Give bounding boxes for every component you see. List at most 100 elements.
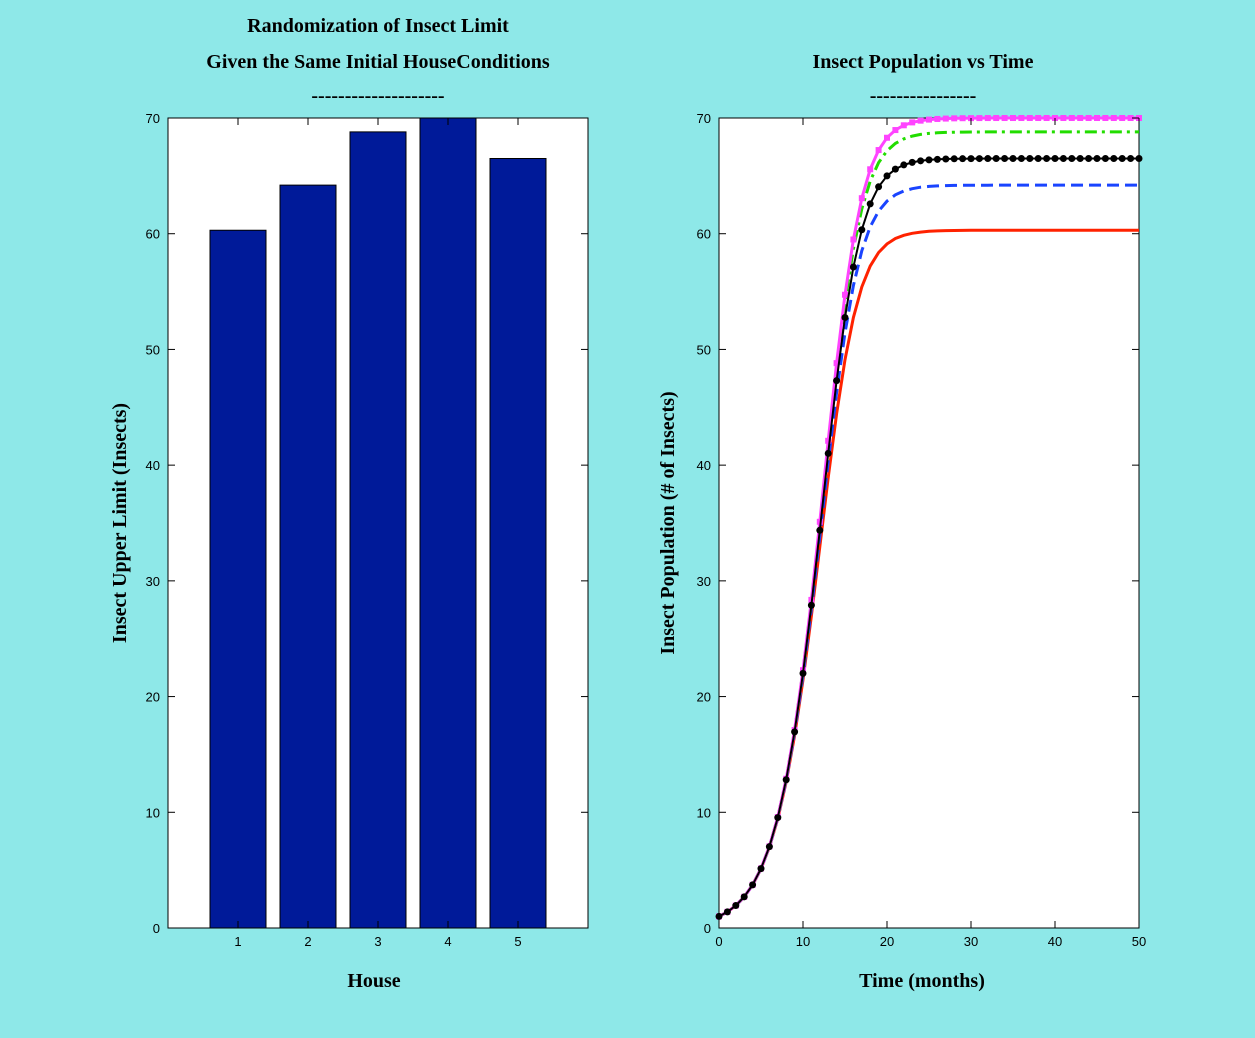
- y-tick-label: 40: [697, 458, 711, 473]
- series-marker-5: [1017, 155, 1025, 163]
- series-marker-4: [850, 236, 857, 243]
- series-marker-4: [1035, 115, 1042, 122]
- series-marker-5: [807, 601, 815, 609]
- bar-house-5: [489, 158, 547, 929]
- series-marker-5: [950, 155, 958, 163]
- series-marker-4: [1068, 115, 1075, 122]
- x-tick-label: 2: [304, 934, 311, 949]
- series-marker-4: [1110, 115, 1117, 122]
- bar-house-3: [349, 131, 407, 929]
- series-marker-5: [959, 155, 967, 163]
- series-marker-5: [1026, 155, 1034, 163]
- bar-chart: Randomization of Insect Limit Given the …: [109, 15, 589, 992]
- bar-house-4: [419, 117, 477, 929]
- series-marker-5: [875, 183, 883, 191]
- series-marker-5: [1051, 155, 1059, 163]
- series-marker-4: [917, 117, 924, 124]
- series-marker-5: [1127, 155, 1135, 162]
- series-marker-5: [1118, 155, 1126, 163]
- y-tick-label: 50: [146, 342, 160, 357]
- series-marker-4: [1085, 115, 1092, 122]
- series-marker-5: [849, 263, 857, 271]
- series-marker-4: [892, 127, 899, 134]
- series-marker-4: [867, 166, 874, 173]
- series-marker-5: [723, 908, 731, 916]
- series-marker-5: [749, 881, 757, 889]
- series-marker-4: [833, 360, 840, 367]
- series-marker-5: [942, 155, 950, 163]
- series-marker-4: [1127, 115, 1134, 122]
- y-tick-label: 30: [697, 574, 711, 589]
- y-tick-label: 70: [697, 111, 711, 126]
- series-marker-5: [782, 776, 790, 784]
- series-marker-4: [1010, 115, 1016, 122]
- series-marker-4: [993, 115, 1000, 122]
- y-tick-label: 60: [697, 227, 711, 242]
- series-marker-4: [1077, 115, 1084, 122]
- line-chart-xlabel: Time (months): [859, 970, 985, 992]
- series-marker-4: [926, 116, 932, 123]
- series-marker-5: [975, 155, 983, 163]
- series-marker-5: [866, 200, 874, 208]
- series-marker-4: [825, 437, 832, 444]
- line-chart: Insect Population vs Time --------------…: [657, 51, 1146, 992]
- bar-chart-title-line-2: Given the Same Initial HouseConditions: [206, 51, 550, 73]
- line-chart-marks: [715, 115, 1143, 920]
- bar-chart-ylabel: Insect Upper Limit (Insects): [109, 403, 131, 643]
- series-marker-4: [934, 115, 941, 122]
- series-marker-5: [917, 157, 925, 165]
- bar-house-2: [279, 184, 337, 929]
- y-tick-label: 10: [146, 805, 160, 820]
- bar-chart-title-line-3: --------------------: [311, 85, 444, 107]
- series-marker-5: [1009, 155, 1017, 163]
- x-tick-label: 4: [444, 934, 451, 949]
- x-tick-label: 30: [964, 934, 978, 949]
- x-tick-label: 40: [1048, 934, 1062, 949]
- line-chart-title-line-2: ----------------: [870, 85, 977, 107]
- line-chart-title-line-1: Insect Population vs Time: [813, 51, 1034, 73]
- series-marker-5: [908, 158, 916, 166]
- y-tick-label: 0: [153, 921, 160, 936]
- series-marker-5: [824, 449, 832, 457]
- series-marker-5: [900, 161, 908, 169]
- series-marker-5: [858, 226, 866, 234]
- series-marker-5: [925, 156, 933, 164]
- series-marker-5: [799, 669, 807, 677]
- series-marker-5: [1101, 155, 1109, 163]
- series-marker-5: [1085, 155, 1093, 163]
- y-tick-label: 50: [697, 342, 711, 357]
- series-marker-4: [976, 115, 983, 122]
- x-tick-label: 1: [234, 934, 241, 949]
- series-line-3: [718, 130, 1139, 918]
- series-marker-5: [732, 902, 740, 910]
- series-marker-5: [841, 313, 849, 321]
- series-marker-5: [933, 155, 941, 163]
- series-marker-4: [1119, 115, 1126, 122]
- series-marker-4: [1102, 115, 1109, 122]
- series-marker-5: [765, 843, 773, 851]
- bar-chart-marks: [209, 117, 547, 929]
- series-marker-4: [1001, 115, 1008, 122]
- series-marker-5: [891, 165, 899, 173]
- series-marker-5: [816, 526, 824, 534]
- line-chart-axes: 0 10 20 30 40 50 60 70 0 10 20 30 40 50: [697, 111, 1147, 949]
- x-tick-label: 3: [374, 934, 381, 949]
- bar-chart-axes: 0 10 20 30 40 50 60 70 1 2 3 4 5: [146, 111, 588, 949]
- series-marker-5: [1076, 155, 1084, 163]
- series-marker-4: [1043, 115, 1050, 122]
- series-marker-4: [842, 291, 848, 298]
- x-tick-label: 5: [514, 934, 521, 949]
- series-marker-5: [740, 893, 748, 901]
- series-marker-5: [1135, 155, 1143, 162]
- series-marker-4: [1094, 115, 1100, 122]
- y-tick-label: 60: [146, 227, 160, 242]
- series-marker-5: [1059, 155, 1067, 163]
- series-marker-5: [984, 155, 992, 163]
- y-tick-label: 20: [146, 690, 160, 705]
- series-marker-4: [959, 115, 966, 122]
- series-marker-4: [875, 147, 882, 154]
- series-marker-5: [715, 912, 723, 920]
- bar-house-1: [209, 229, 267, 929]
- bar-chart-title-line-1: Randomization of Insect Limit: [247, 15, 509, 37]
- series-marker-4: [884, 134, 890, 141]
